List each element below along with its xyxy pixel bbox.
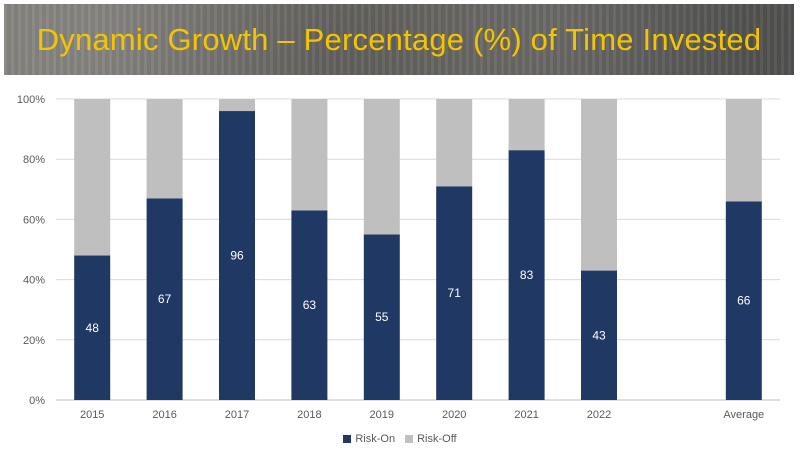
bar-risk-off (146, 99, 183, 199)
data-label: 48 (86, 321, 100, 335)
x-tick-label: 2016 (152, 409, 176, 421)
bar-risk-on (363, 234, 400, 400)
x-tick-label: 2018 (297, 409, 321, 421)
y-tick-label: 100% (17, 94, 45, 106)
legend-swatch (405, 435, 414, 443)
x-tick-label: 2015 (80, 409, 104, 421)
bar-risk-off (508, 99, 545, 151)
legend-label: Risk-Off (417, 433, 457, 445)
data-label: 63 (303, 298, 317, 312)
x-tick-label: Average (723, 409, 764, 421)
bar-risk-off (581, 99, 617, 271)
y-tick-label: 20% (23, 335, 45, 347)
y-tick-label: 80% (23, 154, 45, 166)
legend-swatch (343, 435, 352, 443)
y-tick-label: 0% (29, 395, 45, 407)
legend-label: Risk-On (355, 433, 396, 445)
bar-risk-off (363, 99, 400, 235)
x-tick-label: 2019 (370, 409, 394, 421)
stacked-bar-chart: 0% 20% 40% 60% 80% 100% 48 2015 67 2016 96 2017 63 20… (17, 94, 780, 421)
x-tick-label: 2017 (225, 409, 249, 421)
bar-risk-on (146, 198, 183, 400)
x-tick-label: 2020 (442, 409, 466, 421)
data-label: 43 (592, 328, 606, 342)
title-banner: Dynamic Growth – Percentage (%) of Time … (4, 4, 794, 75)
chart-legend: Risk-On Risk-Off (0, 433, 800, 445)
banner-background-texture (4, 4, 794, 75)
bar-risk-on (74, 255, 111, 400)
bar-risk-on (508, 150, 545, 400)
y-tick-label: 60% (23, 214, 45, 226)
data-label: 55 (375, 310, 389, 324)
bar-risk-off (725, 99, 762, 202)
bar-risk-on (436, 186, 473, 400)
legend-item: Risk-On (343, 433, 395, 445)
x-tick-label: 2022 (587, 409, 611, 421)
data-label: 96 (230, 249, 244, 263)
bar-risk-off (219, 99, 255, 112)
legend-item: Risk-Off (405, 433, 457, 445)
data-label: 67 (158, 292, 172, 306)
bar-risk-off (291, 99, 328, 211)
bar-risk-on (581, 270, 617, 400)
y-tick-label: 40% (23, 275, 45, 287)
data-label: 83 (520, 268, 534, 282)
bar-risk-on (219, 111, 255, 400)
data-label: 66 (737, 294, 751, 308)
bar-risk-on (725, 201, 762, 400)
bar-risk-off (436, 99, 473, 187)
x-tick-label: 2021 (514, 409, 538, 421)
bar-risk-on (291, 210, 328, 400)
chart-title: Dynamic Growth – Percentage (%) of Time … (36, 22, 762, 57)
data-label: 71 (448, 286, 462, 300)
bar-risk-off (74, 99, 111, 256)
